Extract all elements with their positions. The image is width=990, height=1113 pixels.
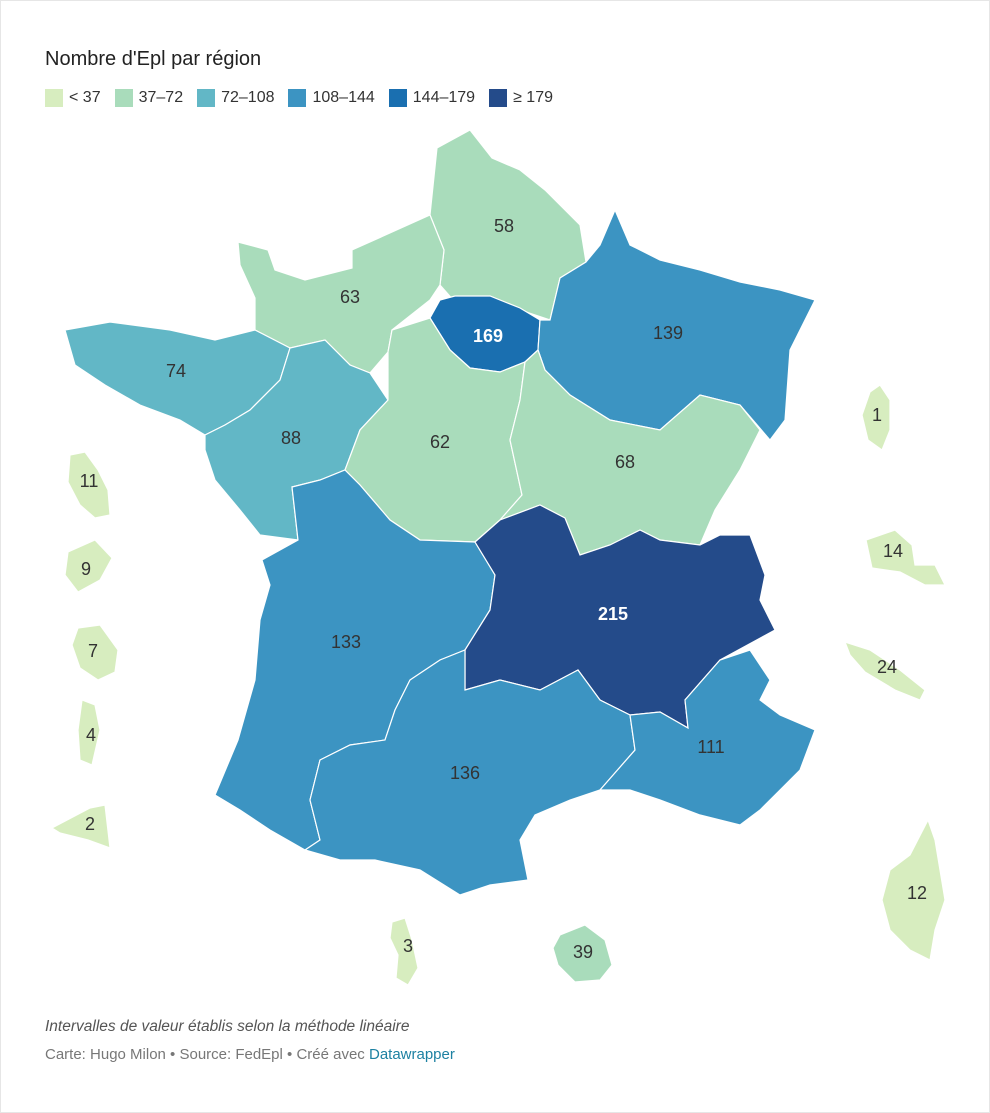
label-mayotte: 3 — [403, 936, 413, 956]
territory-west-4[interactable] — [77, 699, 101, 766]
legend: < 37 37–72 72–108 108–144 144–179 ≥ 179 — [45, 89, 567, 107]
legend-swatch — [288, 89, 307, 107]
legend-label: 72–108 — [221, 89, 275, 106]
label-territory-west-1: 11 — [80, 471, 99, 491]
label-territory-west-2: 9 — [81, 559, 91, 579]
map-title: Nombre d'Epl par région — [45, 48, 262, 70]
label-nouvelle-aquitaine: 133 — [331, 632, 361, 652]
label-territory-west-5: 2 — [85, 814, 95, 834]
legend-label: 144–179 — [412, 89, 476, 106]
legend-swatch — [197, 89, 216, 107]
legend-label: 37–72 — [138, 89, 184, 106]
legend-label: 108–144 — [312, 89, 375, 106]
legend-item: 72–108 — [197, 89, 274, 107]
legend-swatch — [114, 89, 133, 107]
region-corse[interactable] — [881, 818, 946, 961]
legend-label: < 37 — [69, 89, 101, 106]
legend-swatch — [45, 89, 63, 107]
territory-west-1[interactable] — [67, 451, 111, 519]
territory-mayotte[interactable] — [389, 917, 419, 986]
source-text: Carte: Hugo Milon • Source: FedEpl • Cré… — [45, 1046, 369, 1063]
map-notes: Intervalles de valeur établis selon la m… — [45, 1018, 410, 1035]
label-territory-east-3: 24 — [877, 657, 897, 677]
territory-east-2[interactable] — [865, 529, 946, 586]
label-bourgogne-franche-comte: 68 — [615, 452, 635, 472]
label-grand-est: 139 — [653, 323, 683, 343]
label-centre-val-de-loire: 62 — [430, 432, 450, 452]
label-territory-west-4: 4 — [86, 725, 96, 745]
legend-item: ≥ 179 — [489, 89, 553, 107]
legend-swatch — [489, 89, 508, 107]
region-provence-alpes-cote-d-azur[interactable] — [598, 649, 816, 826]
label-provence-alpes-cote-d-azur: 111 — [697, 737, 724, 757]
label-territory-east-1: 1 — [872, 405, 882, 425]
label-ile-de-france: 169 — [473, 326, 503, 346]
label-bretagne: 74 — [166, 361, 186, 381]
label-corse: 12 — [907, 883, 927, 903]
legend-item: 37–72 — [114, 89, 184, 107]
label-pays-de-la-loire: 88 — [281, 428, 301, 448]
label-occitanie: 136 — [450, 763, 480, 783]
datawrapper-link[interactable]: Datawrapper — [368, 1046, 455, 1063]
territory-east-3[interactable] — [843, 641, 926, 701]
map-source: Carte: Hugo Milon • Source: FedEpl • Cré… — [45, 1046, 455, 1063]
label-territory-east-2: 14 — [883, 541, 903, 561]
territory-east-1[interactable] — [861, 384, 891, 451]
label-la-reunion: 39 — [573, 942, 593, 962]
territory-west-3[interactable] — [71, 624, 119, 681]
legend-swatch — [388, 89, 407, 107]
legend-item: < 37 — [45, 89, 101, 107]
territory-west-2[interactable] — [64, 539, 113, 593]
territory-la-reunion[interactable] — [552, 924, 613, 983]
region-grand-est[interactable] — [537, 208, 816, 441]
legend-item: 144–179 — [388, 89, 476, 107]
region-occitanie[interactable] — [303, 649, 636, 896]
label-territory-west-3: 7 — [88, 641, 98, 661]
label-auvergne-rhone-alpes: 215 — [598, 604, 628, 624]
legend-item: 108–144 — [288, 89, 375, 107]
legend-label: ≥ 179 — [513, 89, 553, 106]
territory-west-5[interactable] — [50, 804, 111, 849]
label-normandie: 63 — [340, 287, 360, 307]
label-hauts-de-france: 58 — [494, 216, 514, 236]
